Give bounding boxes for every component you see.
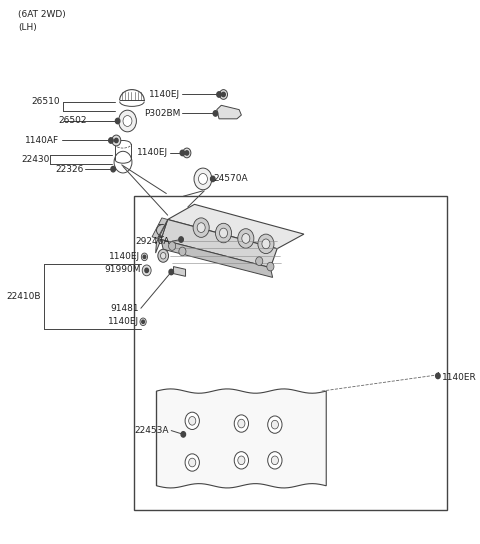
- Circle shape: [160, 252, 166, 259]
- Circle shape: [211, 176, 215, 182]
- Text: 91990M: 91990M: [104, 265, 141, 274]
- Circle shape: [268, 416, 282, 433]
- Bar: [134, 196, 447, 510]
- Circle shape: [194, 168, 212, 190]
- Text: 1140EJ: 1140EJ: [149, 90, 180, 99]
- Circle shape: [145, 268, 148, 273]
- Circle shape: [234, 452, 249, 469]
- Text: (LH): (LH): [18, 23, 37, 32]
- Polygon shape: [161, 239, 273, 277]
- Circle shape: [258, 234, 274, 254]
- Circle shape: [193, 218, 209, 237]
- Circle shape: [242, 233, 250, 243]
- Text: 22410B: 22410B: [7, 292, 41, 301]
- Circle shape: [142, 320, 144, 324]
- Circle shape: [158, 249, 168, 262]
- Circle shape: [268, 452, 282, 469]
- Circle shape: [123, 115, 132, 126]
- Circle shape: [115, 138, 118, 143]
- Text: P302BM: P302BM: [144, 109, 180, 118]
- Text: 29246A: 29246A: [135, 237, 170, 246]
- Polygon shape: [156, 219, 168, 253]
- Circle shape: [143, 255, 146, 258]
- Circle shape: [238, 419, 245, 428]
- Circle shape: [185, 412, 199, 430]
- Polygon shape: [161, 219, 277, 268]
- Circle shape: [180, 150, 185, 156]
- Circle shape: [115, 118, 120, 123]
- Circle shape: [222, 92, 225, 97]
- Polygon shape: [173, 267, 186, 276]
- Circle shape: [112, 135, 121, 146]
- Text: 91481: 91481: [110, 304, 139, 313]
- Text: 24570A: 24570A: [214, 175, 248, 183]
- Text: 1140AF: 1140AF: [25, 136, 60, 145]
- Circle shape: [179, 237, 183, 242]
- Circle shape: [234, 415, 249, 432]
- Circle shape: [185, 151, 189, 155]
- Circle shape: [271, 456, 278, 465]
- Text: 22326: 22326: [55, 165, 83, 174]
- Text: (6AT 2WD): (6AT 2WD): [18, 9, 66, 18]
- Circle shape: [119, 110, 136, 132]
- Circle shape: [142, 265, 151, 276]
- Text: 22430: 22430: [21, 155, 49, 164]
- Circle shape: [217, 92, 221, 97]
- Polygon shape: [152, 218, 168, 238]
- Text: 1140EJ: 1140EJ: [137, 149, 168, 157]
- Circle shape: [256, 257, 263, 265]
- Circle shape: [185, 454, 199, 471]
- Circle shape: [219, 90, 228, 100]
- Circle shape: [179, 247, 186, 256]
- Text: 26502: 26502: [58, 116, 86, 126]
- Text: 1140EJ: 1140EJ: [109, 252, 141, 261]
- Circle shape: [141, 253, 147, 261]
- Text: 22453A: 22453A: [134, 426, 169, 435]
- Circle shape: [111, 166, 115, 172]
- Circle shape: [181, 431, 186, 437]
- Polygon shape: [168, 205, 304, 249]
- Circle shape: [238, 456, 245, 465]
- Circle shape: [169, 269, 173, 275]
- Circle shape: [189, 458, 196, 467]
- Circle shape: [271, 421, 278, 429]
- Circle shape: [199, 174, 207, 184]
- Circle shape: [216, 223, 231, 243]
- Circle shape: [197, 222, 205, 232]
- Circle shape: [189, 417, 196, 425]
- Polygon shape: [217, 106, 241, 119]
- Circle shape: [238, 228, 254, 248]
- Text: 1140EJ: 1140EJ: [108, 317, 139, 326]
- Circle shape: [108, 138, 113, 143]
- Circle shape: [183, 148, 191, 158]
- Circle shape: [436, 373, 440, 379]
- Polygon shape: [156, 389, 326, 488]
- Circle shape: [219, 228, 228, 238]
- Circle shape: [267, 262, 274, 271]
- Circle shape: [213, 111, 218, 116]
- Text: 26510: 26510: [32, 97, 60, 106]
- Circle shape: [262, 239, 270, 249]
- Circle shape: [140, 318, 146, 325]
- Circle shape: [168, 242, 176, 250]
- Text: 1140ER: 1140ER: [442, 373, 476, 382]
